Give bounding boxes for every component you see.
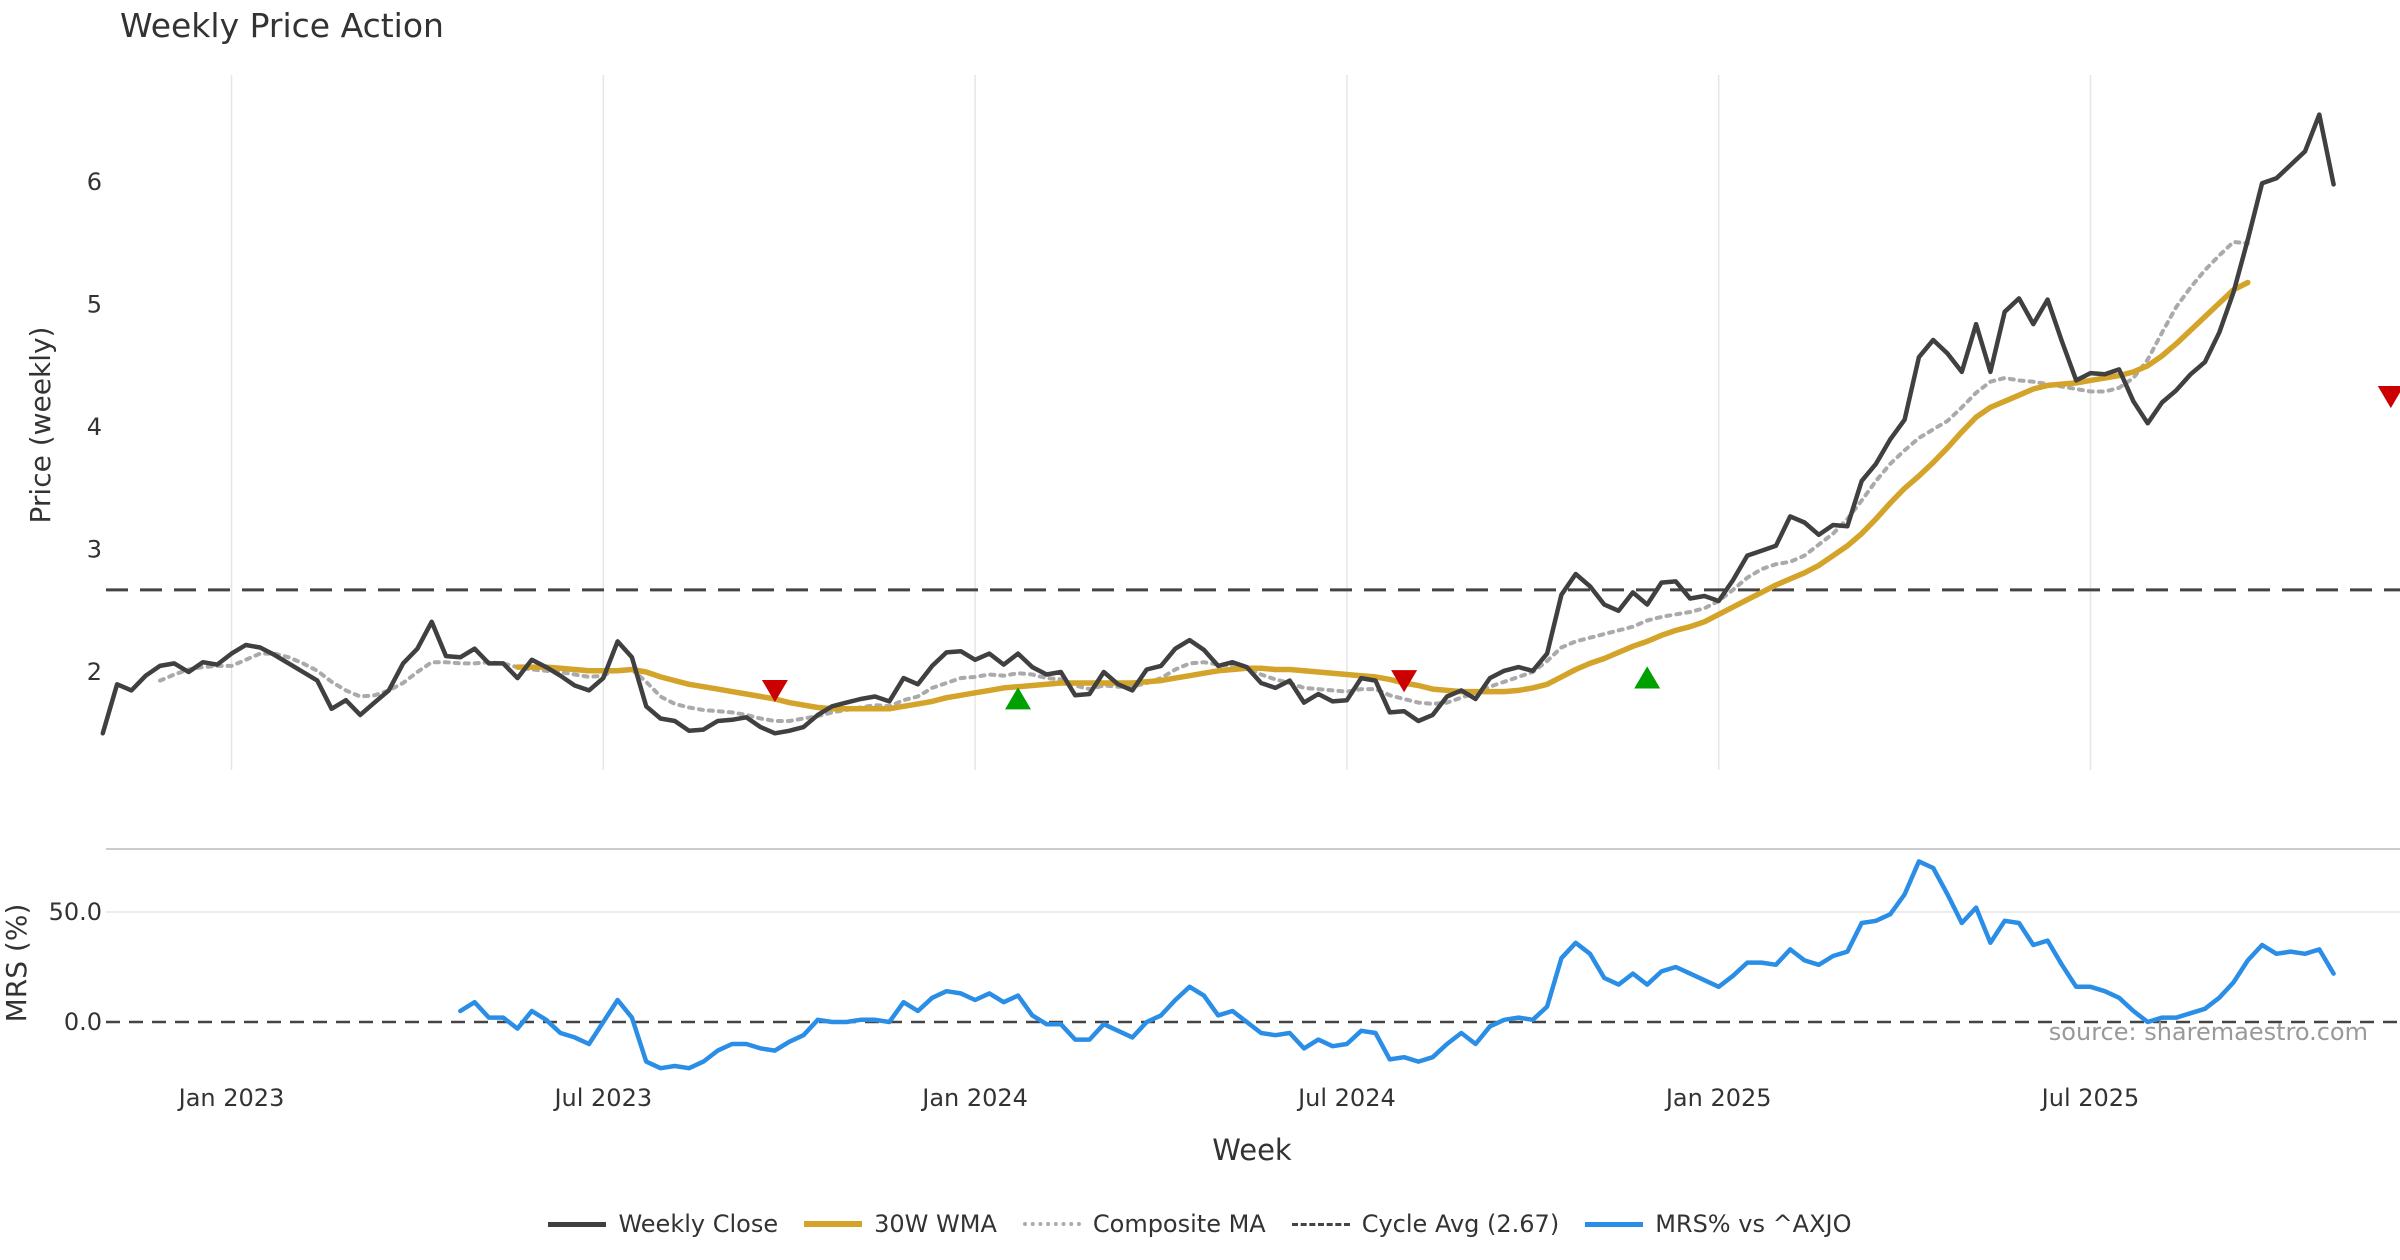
axis-labels: Jan 2023 Jul 2023 Jan 2024 Jul 2024 Jan 2025… xyxy=(0,168,2139,1167)
legend-label: 30W WMA xyxy=(874,1210,997,1238)
legend-item-composite-ma: Composite MA xyxy=(1022,1210,1266,1238)
y-tick-label: 4 xyxy=(87,413,102,441)
mrs-y-tick-label: 50.0 xyxy=(49,898,102,926)
legend-label: Cycle Avg (2.67) xyxy=(1361,1210,1560,1238)
legend-item-30w-wma: 30W WMA xyxy=(804,1210,997,1238)
sell-signal-marker xyxy=(1391,670,1418,693)
legend-label: Weekly Close xyxy=(618,1210,779,1238)
legend-swatch-30w-wma xyxy=(804,1221,863,1227)
series-30w-wma xyxy=(514,279,2251,712)
x-axis-title: Week xyxy=(1212,1133,1292,1167)
x-tick-label: Jul 2025 xyxy=(2040,1084,2140,1112)
buy-signal-marker xyxy=(1634,666,1661,689)
y-tick-label: 6 xyxy=(87,168,102,196)
grid-lines xyxy=(106,75,2400,913)
sell-signal-marker xyxy=(761,679,788,703)
legend-item-cycle-avg: Cycle Avg (2.67) xyxy=(1291,1210,1560,1238)
x-tick-label: Jul 2023 xyxy=(552,1084,652,1112)
reference-lines xyxy=(106,588,2400,1024)
legend-swatch-mrs xyxy=(1585,1221,1644,1227)
mrs-y-tick-label: 0.0 xyxy=(64,1008,102,1036)
legend-swatch-cycle-avg xyxy=(1291,1222,1350,1226)
y-tick-label: 2 xyxy=(87,658,102,686)
legend-swatch-composite-ma xyxy=(1022,1222,1081,1226)
y-tick-label: 3 xyxy=(87,536,102,564)
x-tick-label: Jan 2025 xyxy=(1664,1084,1772,1112)
legend-item-mrs: MRS% vs ^AXJO xyxy=(1585,1210,1852,1238)
buy-signal-marker xyxy=(1005,687,1031,710)
x-tick-label: Jan 2024 xyxy=(920,1084,1028,1112)
legend: Weekly Close 30W WMA Composite MA Cycle … xyxy=(0,1210,2400,1238)
y-tick-label: 5 xyxy=(87,291,102,319)
y-axis-title: Price (weekly) xyxy=(24,327,57,524)
series-composite-ma xyxy=(158,240,2250,723)
mrs-y-axis-title: MRS (%) xyxy=(0,904,33,1023)
chart-title: Weekly Price Action xyxy=(120,6,444,45)
legend-label: MRS% vs ^AXJO xyxy=(1655,1210,1852,1238)
x-tick-label: Jan 2023 xyxy=(177,1084,285,1112)
legend-swatch-weekly-close xyxy=(548,1221,607,1227)
legend-item-weekly-close: Weekly Close xyxy=(548,1210,778,1238)
series-mrs-vs-axjo xyxy=(458,859,2336,1071)
series-weekly-close xyxy=(100,112,2336,736)
legend-label: Composite MA xyxy=(1092,1210,1266,1238)
x-tick-label: Jul 2024 xyxy=(1296,1084,1396,1112)
series-group xyxy=(100,112,2336,1071)
source-note: source: sharemaestro.com xyxy=(2048,1018,2368,1046)
signal-markers xyxy=(761,385,2400,710)
sell-signal-marker xyxy=(2377,385,2400,409)
